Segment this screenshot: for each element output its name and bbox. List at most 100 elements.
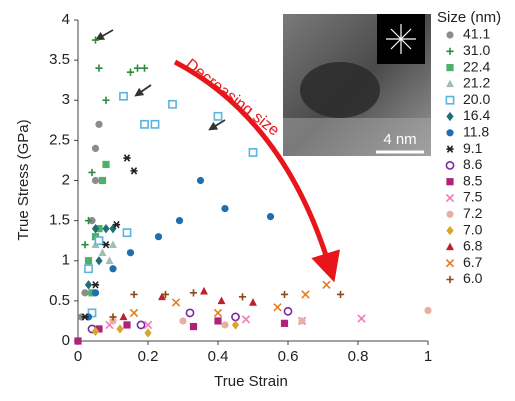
point [92, 36, 99, 43]
point [358, 315, 365, 322]
x-tick-label: 0.4 [208, 348, 229, 365]
point [116, 324, 123, 333]
point [214, 113, 221, 120]
legend-marker [446, 243, 454, 251]
point [242, 316, 249, 323]
y-axis-title: True Stress (GPa) [15, 119, 32, 240]
legend-marker [446, 276, 453, 283]
point [218, 297, 226, 305]
legend-label: 11.8 [463, 124, 489, 140]
point [95, 256, 102, 265]
point [298, 317, 305, 324]
legend-label: 6.8 [463, 238, 483, 254]
point [190, 323, 197, 330]
legend-marker [446, 112, 453, 121]
point [144, 321, 151, 328]
point [141, 65, 148, 72]
legend-label: 7.5 [463, 189, 483, 205]
legend-entry: 16.4 [446, 107, 490, 123]
legend-entry: 31.0 [446, 42, 490, 58]
legend-label: 16.4 [463, 107, 490, 123]
point [221, 321, 228, 328]
point [281, 291, 288, 298]
point [141, 121, 148, 128]
point [281, 320, 288, 327]
point [232, 313, 239, 320]
y-tick-label: 2.5 [49, 131, 70, 148]
legend-label: 8.5 [463, 172, 483, 188]
point [134, 65, 141, 72]
legend-marker [446, 146, 453, 152]
point [169, 101, 176, 108]
legend-marker [446, 178, 453, 185]
y-tick-label: 0.5 [49, 292, 70, 309]
y-tick-label: 1 [62, 252, 70, 269]
legend-entry: 6.0 [446, 270, 482, 286]
point [106, 256, 114, 264]
legend-label: 22.4 [463, 58, 490, 74]
legend-entry: 7.2 [446, 205, 482, 221]
legend-marker [446, 226, 453, 235]
legend-title: Size (nm) [437, 9, 501, 26]
point [127, 249, 134, 256]
y-tick-label: 1.5 [49, 212, 70, 229]
x-axis-title: True Strain [214, 373, 288, 390]
legend-label: 6.7 [463, 254, 483, 270]
chart: 4 nm Decreasing size True Strain True St… [0, 0, 515, 401]
legend-entry: 11.8 [446, 124, 489, 140]
point [120, 313, 128, 321]
legend-label: 7.0 [463, 221, 483, 237]
point [190, 289, 197, 296]
x-tick-label: 0.2 [138, 348, 159, 365]
point [144, 328, 151, 337]
legend-label: 9.1 [463, 140, 483, 156]
point [85, 265, 92, 272]
point [274, 304, 281, 311]
point [337, 291, 344, 298]
point [249, 149, 256, 156]
x-tick-label: 0.6 [278, 348, 299, 365]
inset-image: 4 nm [283, 14, 431, 156]
point [130, 168, 137, 174]
point [127, 69, 134, 76]
legend-label: 6.0 [463, 270, 483, 286]
legend-entry: 7.5 [446, 189, 482, 205]
point [284, 308, 291, 315]
x-tick-label: 0.8 [348, 348, 369, 365]
legend-entry: 8.6 [446, 156, 482, 172]
point [95, 65, 102, 72]
point [81, 289, 88, 296]
legend-marker [446, 48, 453, 55]
point [123, 229, 130, 236]
point [200, 287, 208, 295]
point [102, 241, 109, 247]
legend-marker [446, 31, 453, 38]
annotation: Decreasing size [182, 56, 282, 140]
point [85, 257, 92, 264]
point [249, 298, 257, 306]
y-tick-label: 3.5 [49, 51, 70, 68]
point [214, 309, 221, 316]
point [95, 121, 102, 128]
point [155, 233, 162, 240]
legend-entry: 21.2 [446, 75, 490, 91]
point [74, 337, 81, 344]
point [92, 145, 99, 152]
point [109, 265, 116, 272]
point [424, 307, 431, 314]
legend-entry: 20.0 [446, 91, 490, 107]
y-tick-label: 4 [62, 11, 70, 28]
x-tick-label: 0 [74, 348, 82, 365]
point [197, 177, 204, 184]
legend-entry: 8.5 [446, 172, 482, 188]
point [88, 169, 95, 176]
point [102, 224, 109, 233]
point [186, 309, 193, 316]
point [120, 93, 127, 100]
scale-bar-label: 4 nm [383, 131, 416, 148]
point [172, 299, 179, 306]
point [92, 282, 99, 288]
legend-marker [446, 211, 453, 218]
point [81, 314, 88, 320]
legend-marker [446, 129, 453, 136]
